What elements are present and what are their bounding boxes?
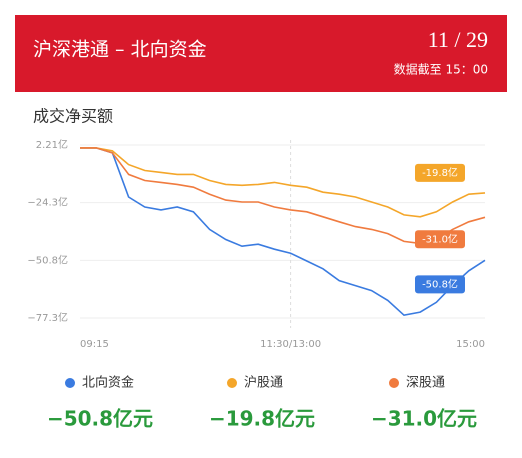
- legend-dot: [65, 378, 75, 388]
- series-line: [80, 147, 486, 218]
- header-title: 沪深港通 – 北向资金: [33, 39, 207, 61]
- legend-dot: [227, 378, 237, 388]
- series-line: [80, 147, 486, 245]
- y-tick-label: 2.21亿: [36, 138, 68, 151]
- end-label-box: [415, 230, 465, 249]
- legend-name: 沪股通: [244, 375, 283, 391]
- end-label-box: [415, 163, 465, 182]
- header-date: 11 / 29: [428, 27, 488, 52]
- legend-dot: [389, 378, 399, 388]
- x-tick-label: 15:00: [456, 339, 485, 350]
- header-bar: [15, 15, 507, 92]
- end-label-box: [415, 275, 465, 294]
- legend-total: −50.8亿元: [47, 407, 153, 431]
- end-label: -31.0亿: [422, 232, 458, 245]
- legend-name: 深股通: [406, 376, 445, 391]
- header-updated: 数据截至 15：00: [394, 62, 488, 77]
- y-tick-label: −24.3亿: [27, 196, 68, 209]
- series-line: [80, 147, 486, 317]
- y-tick-label: −50.8亿: [27, 253, 68, 266]
- x-tick-label: 09:15: [80, 339, 109, 350]
- end-label: -50.8亿: [422, 277, 458, 290]
- y-tick-label: −77.3亿: [27, 311, 68, 324]
- legend-total: −19.8亿元: [209, 407, 315, 431]
- legend-name: 北向资金: [82, 375, 134, 391]
- legend-total: −31.0亿元: [371, 407, 477, 431]
- chart-title: 成交净买额: [33, 107, 113, 126]
- x-tick-label: 11:30/13:00: [260, 339, 321, 350]
- end-label: -19.8亿: [422, 166, 458, 179]
